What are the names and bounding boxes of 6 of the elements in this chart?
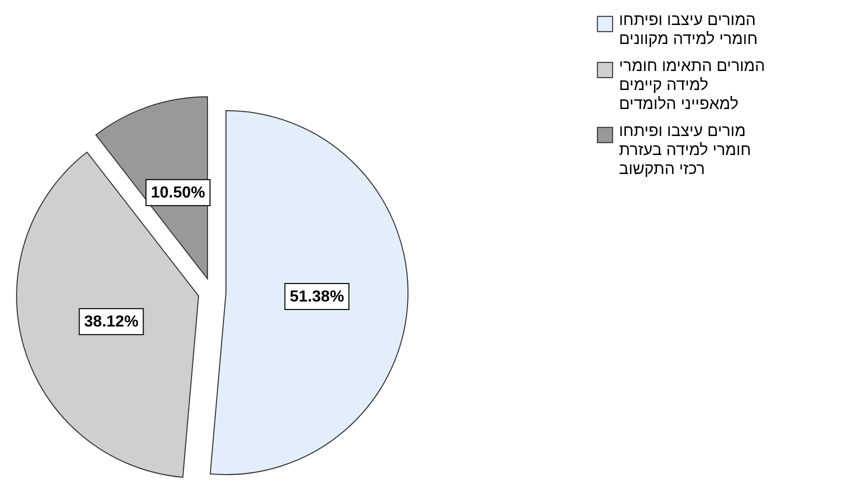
data-label: 38.12% — [84, 314, 138, 331]
data-label: 10.50% — [150, 184, 206, 202]
legend-label: המורים התאימו חומרי למידה קיימים למאפייני הלומדים — [619, 58, 766, 113]
legend-label: המורים עיצבו ופיתחו חומרי למידה מקוונים — [619, 12, 758, 48]
legend-label: מורים עיצבו ופיתחו חומרי למידה בעזרת רכזי התקשוב — [619, 123, 751, 178]
data-label: 51.38% — [290, 288, 344, 306]
